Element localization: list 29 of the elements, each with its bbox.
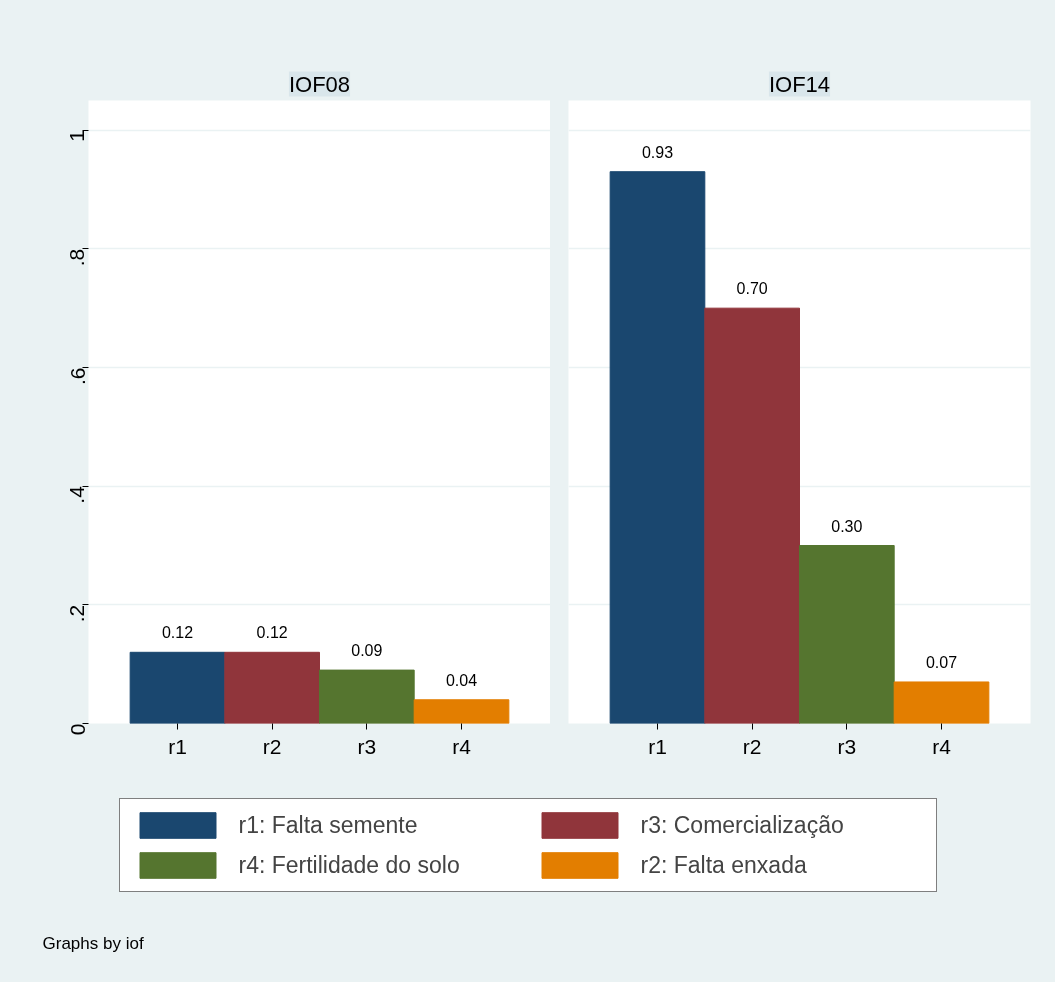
text: Graphs by iof (42, 933, 144, 953)
legend-label: r1: Falta semente (238, 811, 419, 839)
x-tick-label: r1 (168, 734, 187, 758)
x-tick-label: r2 (262, 734, 282, 758)
data-label: 0.70 (736, 280, 768, 298)
y-tick-label: 0 (65, 723, 89, 736)
x-tick-label: r2 (742, 734, 762, 758)
y-tick-label: .8 (65, 248, 89, 267)
data-label: 0.07 (925, 653, 958, 671)
x-tick-label: r4 (932, 734, 952, 758)
x-tick-label: r3 (837, 734, 857, 758)
data-label: 0.09 (351, 642, 383, 660)
chart-title: IOF14 (768, 71, 831, 97)
data-label: 0.12 (161, 624, 194, 642)
data-label: 0.93 (641, 143, 674, 161)
y-tick-label: .4 (65, 485, 89, 504)
x-tick-label: r4 (452, 734, 472, 758)
y-tick-label: 1 (65, 130, 89, 142)
y-tick-label: .6 (65, 367, 89, 386)
x-tick-label: r3 (357, 734, 377, 758)
legend-label: r4: Fertilidade do solo (238, 851, 461, 879)
data-label: 0.04 (445, 671, 478, 689)
chart-title: IOF08 (288, 71, 351, 97)
legend-label: r2: Falta enxada (640, 851, 808, 879)
x-tick-label: r1 (648, 734, 667, 758)
legend-label: r3: Comercialização (640, 811, 845, 839)
y-tick-label: .2 (65, 604, 89, 623)
data-label: 0.30 (831, 517, 863, 535)
data-label: 0.12 (256, 624, 288, 642)
